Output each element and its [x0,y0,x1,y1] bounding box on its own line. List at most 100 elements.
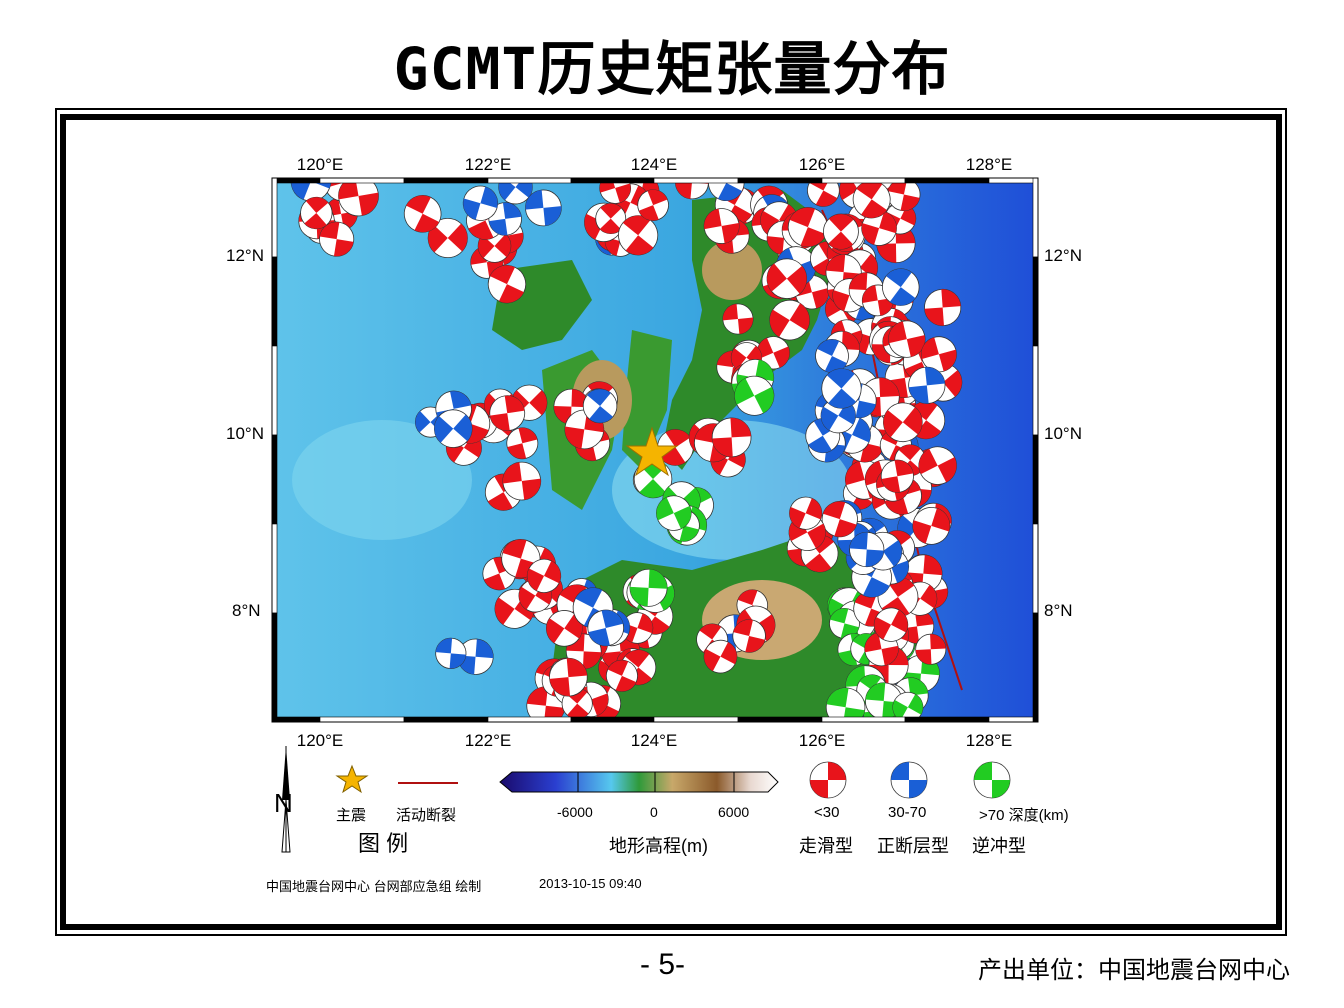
inner-frame [60,114,1282,930]
beachball-icon [403,195,442,233]
beachball-icon [815,339,849,373]
beachball-icon [489,395,526,432]
lon-tick-top-0: 120°E [297,155,344,174]
credit: 中国地震台网中心 台网部应急组 绘制 [266,879,482,894]
beachball-icon [821,501,858,538]
page-number: - 5- [640,948,685,981]
beachball-icon [487,265,527,304]
beachball-icon [526,558,562,593]
lon-tick-bottom-0: 120°E [297,731,344,750]
map-figure: 120°E 122°E 124°E 126°E 128°E 120°E 122°… [262,150,1092,874]
beachball-icon [656,495,692,531]
beachball-icon [789,496,823,530]
lon-tick-top-2: 124°E [631,155,678,174]
fault-label: 活动断裂 [396,807,457,824]
normal-legend-icon [890,761,928,799]
beachball-icon [920,336,957,373]
lat-tick-left-8: 8°N [232,601,261,620]
timestamp: 2013-10-15 09:40 [539,876,642,891]
beachball-icon [821,368,862,409]
producer: 产出单位：中国地震台网中心 [978,956,1290,984]
beachball-icon [890,761,928,799]
beachball-icon [525,189,562,227]
beachball-icon [300,196,333,230]
beachball-icon [629,568,668,607]
beachball-icon [435,637,467,669]
depth-label-1: 30-70 [888,804,927,821]
beachball-icon [769,299,810,341]
beachball-icon [915,633,947,665]
beachball-icon [549,657,588,697]
seismic-map: 120°E 122°E 124°E 126°E 128°E 120°E 122°… [271,155,1039,750]
beachball-icon [849,531,885,568]
beachball-icon [918,446,957,485]
beachball-icon [973,761,1011,799]
beachball-icon [582,388,618,424]
lon-tick-bottom-4: 128°E [966,731,1013,750]
beachball-icon [433,409,473,448]
lat-tick-right-12: 12°N [1044,246,1082,265]
beachball-icon [766,258,808,299]
lon-tick-top-1: 122°E [465,155,512,174]
page-title: GCMT历史矩张量分布 [393,35,951,103]
colorbar [499,771,779,793]
mainshock-legend-star-icon [335,764,369,794]
beachball-icon [809,761,847,799]
lat-tick-right-8: 8°N [1044,601,1073,620]
lon-tick-bottom-3: 126°E [799,731,846,750]
beachball-icon [587,609,624,647]
depth-label-0: <30 [814,804,840,821]
beachball-icon [823,213,859,250]
beachball-icon [883,402,923,443]
beachball-icon [506,427,539,460]
lon-tick-top-3: 126°E [799,155,846,174]
beachball-icon [319,221,355,257]
lon-tick-top-4: 128°E [966,155,1013,174]
beachball-icon [703,639,738,674]
legend-title: 图 例 [358,831,409,856]
mechanism-label-2: 逆冲型 [972,836,1026,856]
beachball-layer [290,182,963,718]
beachball-icon [888,320,926,358]
beachball-icon [787,207,828,248]
beachball-icon [880,459,914,493]
beachball-icon [488,202,522,236]
lon-tick-bottom-2: 124°E [631,731,678,750]
beachball-icon [722,303,754,335]
beachball-icon [924,288,962,327]
lat-tick-left-12: 12°N [226,246,264,265]
mainshock-label: 主震 [336,807,367,824]
beachball-icon [462,185,499,221]
beachball-icon [820,398,856,434]
legend: N [274,746,1011,853]
beachball-icon [599,182,631,204]
beachball-icon [621,612,654,644]
beachball-icon [427,217,468,259]
beachball-icon [711,417,752,458]
beachball-icon [618,215,659,256]
beachball-icon [734,375,775,416]
north-arrow-icon [281,746,291,853]
thrust-legend-icon [973,761,1011,799]
elevation-label: 地形高程(m) [609,836,708,856]
map-area [276,182,1034,718]
lon-tick-bottom-1: 122°E [465,731,512,750]
beachball-icon [637,189,669,221]
beachball-icon [703,208,740,244]
elevation-tick-2: 6000 [718,804,750,820]
mainshock-star [625,426,679,477]
mechanism-label-1: 正断层型 [877,836,949,856]
mechanism-label-0: 走滑型 [799,836,853,856]
beachball-icon [912,507,951,545]
elevation-tick-1: 0 [650,804,658,820]
depth-label-2: >70 深度(km) [979,807,1069,824]
beachball-icon [595,203,627,235]
beachball-icon [892,691,924,718]
beachball-icon [502,461,542,501]
north-label: N [274,788,293,818]
beachball-icon [908,366,946,404]
lat-tick-left-10: 10°N [226,424,264,443]
land-bohol [622,330,672,470]
strike-slip-legend-icon [809,761,847,799]
beachball-icon [852,182,891,219]
